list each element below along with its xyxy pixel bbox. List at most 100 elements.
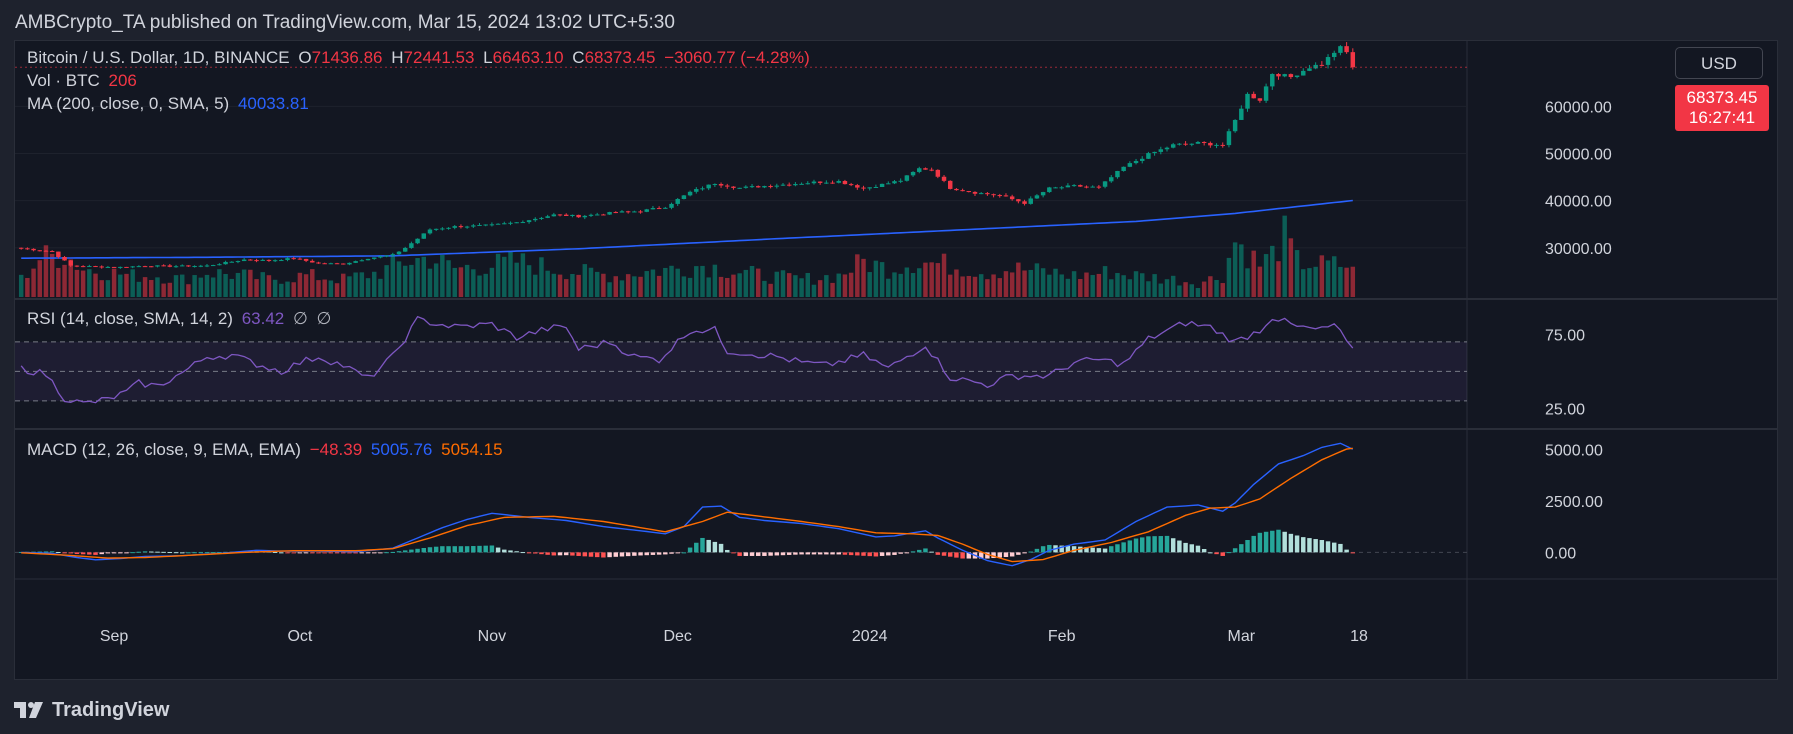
candle-body <box>830 182 835 184</box>
macd-histogram-bar <box>576 552 581 556</box>
volume-bar <box>1084 272 1089 297</box>
volume-bar <box>402 265 408 297</box>
macd-histogram-bar <box>1301 537 1306 553</box>
macd-legend: MACD (12, 26, close, 9, EMA, EMA) −48.39… <box>27 439 507 461</box>
macd-histogram-bar <box>1084 547 1089 553</box>
candle-body <box>1301 70 1306 76</box>
macd-histogram-bar <box>93 552 98 555</box>
macd-histogram-bar <box>272 551 278 553</box>
macd-histogram-bar <box>706 539 711 553</box>
candle-body <box>192 266 197 268</box>
macd-histogram-bar <box>192 552 197 554</box>
macd-label[interactable]: MACD (12, 26, close, 9, EMA, EMA) <box>27 440 301 459</box>
volume-bar <box>563 279 569 297</box>
candle-body <box>458 226 464 228</box>
candle-body <box>56 251 61 257</box>
volume-bar <box>18 274 24 297</box>
volume-bar <box>254 279 259 297</box>
candle-body <box>1350 52 1356 68</box>
candle-body <box>161 265 166 267</box>
macd-histogram-bar <box>1065 545 1071 553</box>
macd-histogram-bar <box>62 552 67 554</box>
candle-body <box>235 261 241 263</box>
symbol-label[interactable]: Bitcoin / U.S. Dollar, 1D, BINANCE <box>27 48 290 67</box>
chart-canvas[interactable]: 60000.00 50000.00 40000.00 30000.00 75.00 25.… <box>15 41 1778 680</box>
candle-body <box>669 203 674 208</box>
candle-body <box>1313 64 1318 69</box>
volume-bar <box>1071 271 1077 297</box>
macd-histogram-bar <box>279 552 284 554</box>
volume-bar <box>762 280 767 297</box>
volume-bar <box>446 260 451 297</box>
candle-body <box>1170 144 1176 148</box>
macd-histogram-bar <box>149 551 154 553</box>
candle-body <box>638 211 643 213</box>
candle-body <box>1016 199 1021 202</box>
volume-bar <box>223 273 228 297</box>
rsi-tick-label: 25.00 <box>1545 401 1585 418</box>
macd-histogram-bar <box>842 552 848 555</box>
volume-bar <box>576 274 581 297</box>
macd-histogram-bar <box>56 552 61 554</box>
candle-body <box>725 185 730 187</box>
volume-bar <box>1344 267 1349 297</box>
tradingview-brand[interactable]: TradingView <box>52 698 170 721</box>
volume-bar <box>1319 255 1325 297</box>
candle-body <box>1109 177 1114 182</box>
macd-histogram-bar <box>725 549 730 553</box>
macd-histogram-bar <box>297 552 303 554</box>
candle-body <box>799 183 804 185</box>
volume-bar <box>1078 278 1083 297</box>
candle-body <box>217 264 222 266</box>
macd-histogram-bar <box>1164 535 1170 553</box>
volume-bar <box>1158 283 1164 297</box>
candle-body <box>879 183 885 188</box>
volume-bar <box>1294 250 1300 297</box>
volume-bar <box>489 267 495 297</box>
volume-bar <box>1170 275 1176 297</box>
last-price-value: 68373.45 <box>1686 88 1758 107</box>
candle-body <box>1177 143 1182 145</box>
macd-histogram-bar <box>179 552 185 554</box>
macd-histogram-bar <box>359 552 365 554</box>
candle-body <box>910 171 916 176</box>
candle-body <box>1071 185 1077 187</box>
macd-histogram-bar <box>427 547 433 553</box>
candle-body <box>68 260 73 266</box>
candle-body <box>700 188 705 190</box>
rsi-value: 63.42 <box>241 309 285 328</box>
candle-body <box>1164 147 1170 150</box>
volume-bar <box>539 257 544 297</box>
candle-body <box>1338 46 1343 53</box>
macd-histogram-bar <box>947 552 953 557</box>
candle-body <box>1003 195 1009 197</box>
macd-histogram-bar <box>805 552 811 555</box>
macd-histogram-bar <box>1319 540 1325 553</box>
volume-bar <box>49 253 55 297</box>
candle-body <box>514 222 519 224</box>
candle-body <box>489 224 495 226</box>
volume-bar <box>483 273 488 297</box>
ma-value: 40033.81 <box>237 94 309 113</box>
candle-body <box>1331 52 1337 58</box>
volume-bar <box>1164 279 1170 297</box>
macd-histogram-bar <box>985 552 990 559</box>
candle-body <box>260 259 265 261</box>
candle-body <box>359 260 365 262</box>
macd-histogram-bar <box>917 549 922 553</box>
chart-area[interactable]: 60000.00 50000.00 40000.00 30000.00 75.00 25.… <box>14 40 1778 680</box>
candle-body <box>93 266 98 268</box>
candle-body <box>972 191 978 194</box>
volume-label[interactable]: Vol · BTC <box>27 71 100 90</box>
macd-histogram-bar <box>1251 535 1256 553</box>
currency-button[interactable]: USD <box>1675 47 1763 79</box>
rsi-label[interactable]: RSI (14, close, SMA, 14, 2) <box>27 309 233 328</box>
ma-label[interactable]: MA (200, close, 0, SMA, 5) <box>27 94 230 113</box>
volume-bar <box>179 274 185 297</box>
macd-histogram-bar <box>731 552 736 554</box>
macd-histogram-bar <box>1146 536 1151 553</box>
volume-bar <box>1022 270 1027 297</box>
macd-histogram-value: −48.39 <box>309 440 363 459</box>
macd-histogram-bar <box>471 546 476 553</box>
macd-histogram-bar <box>935 552 941 555</box>
